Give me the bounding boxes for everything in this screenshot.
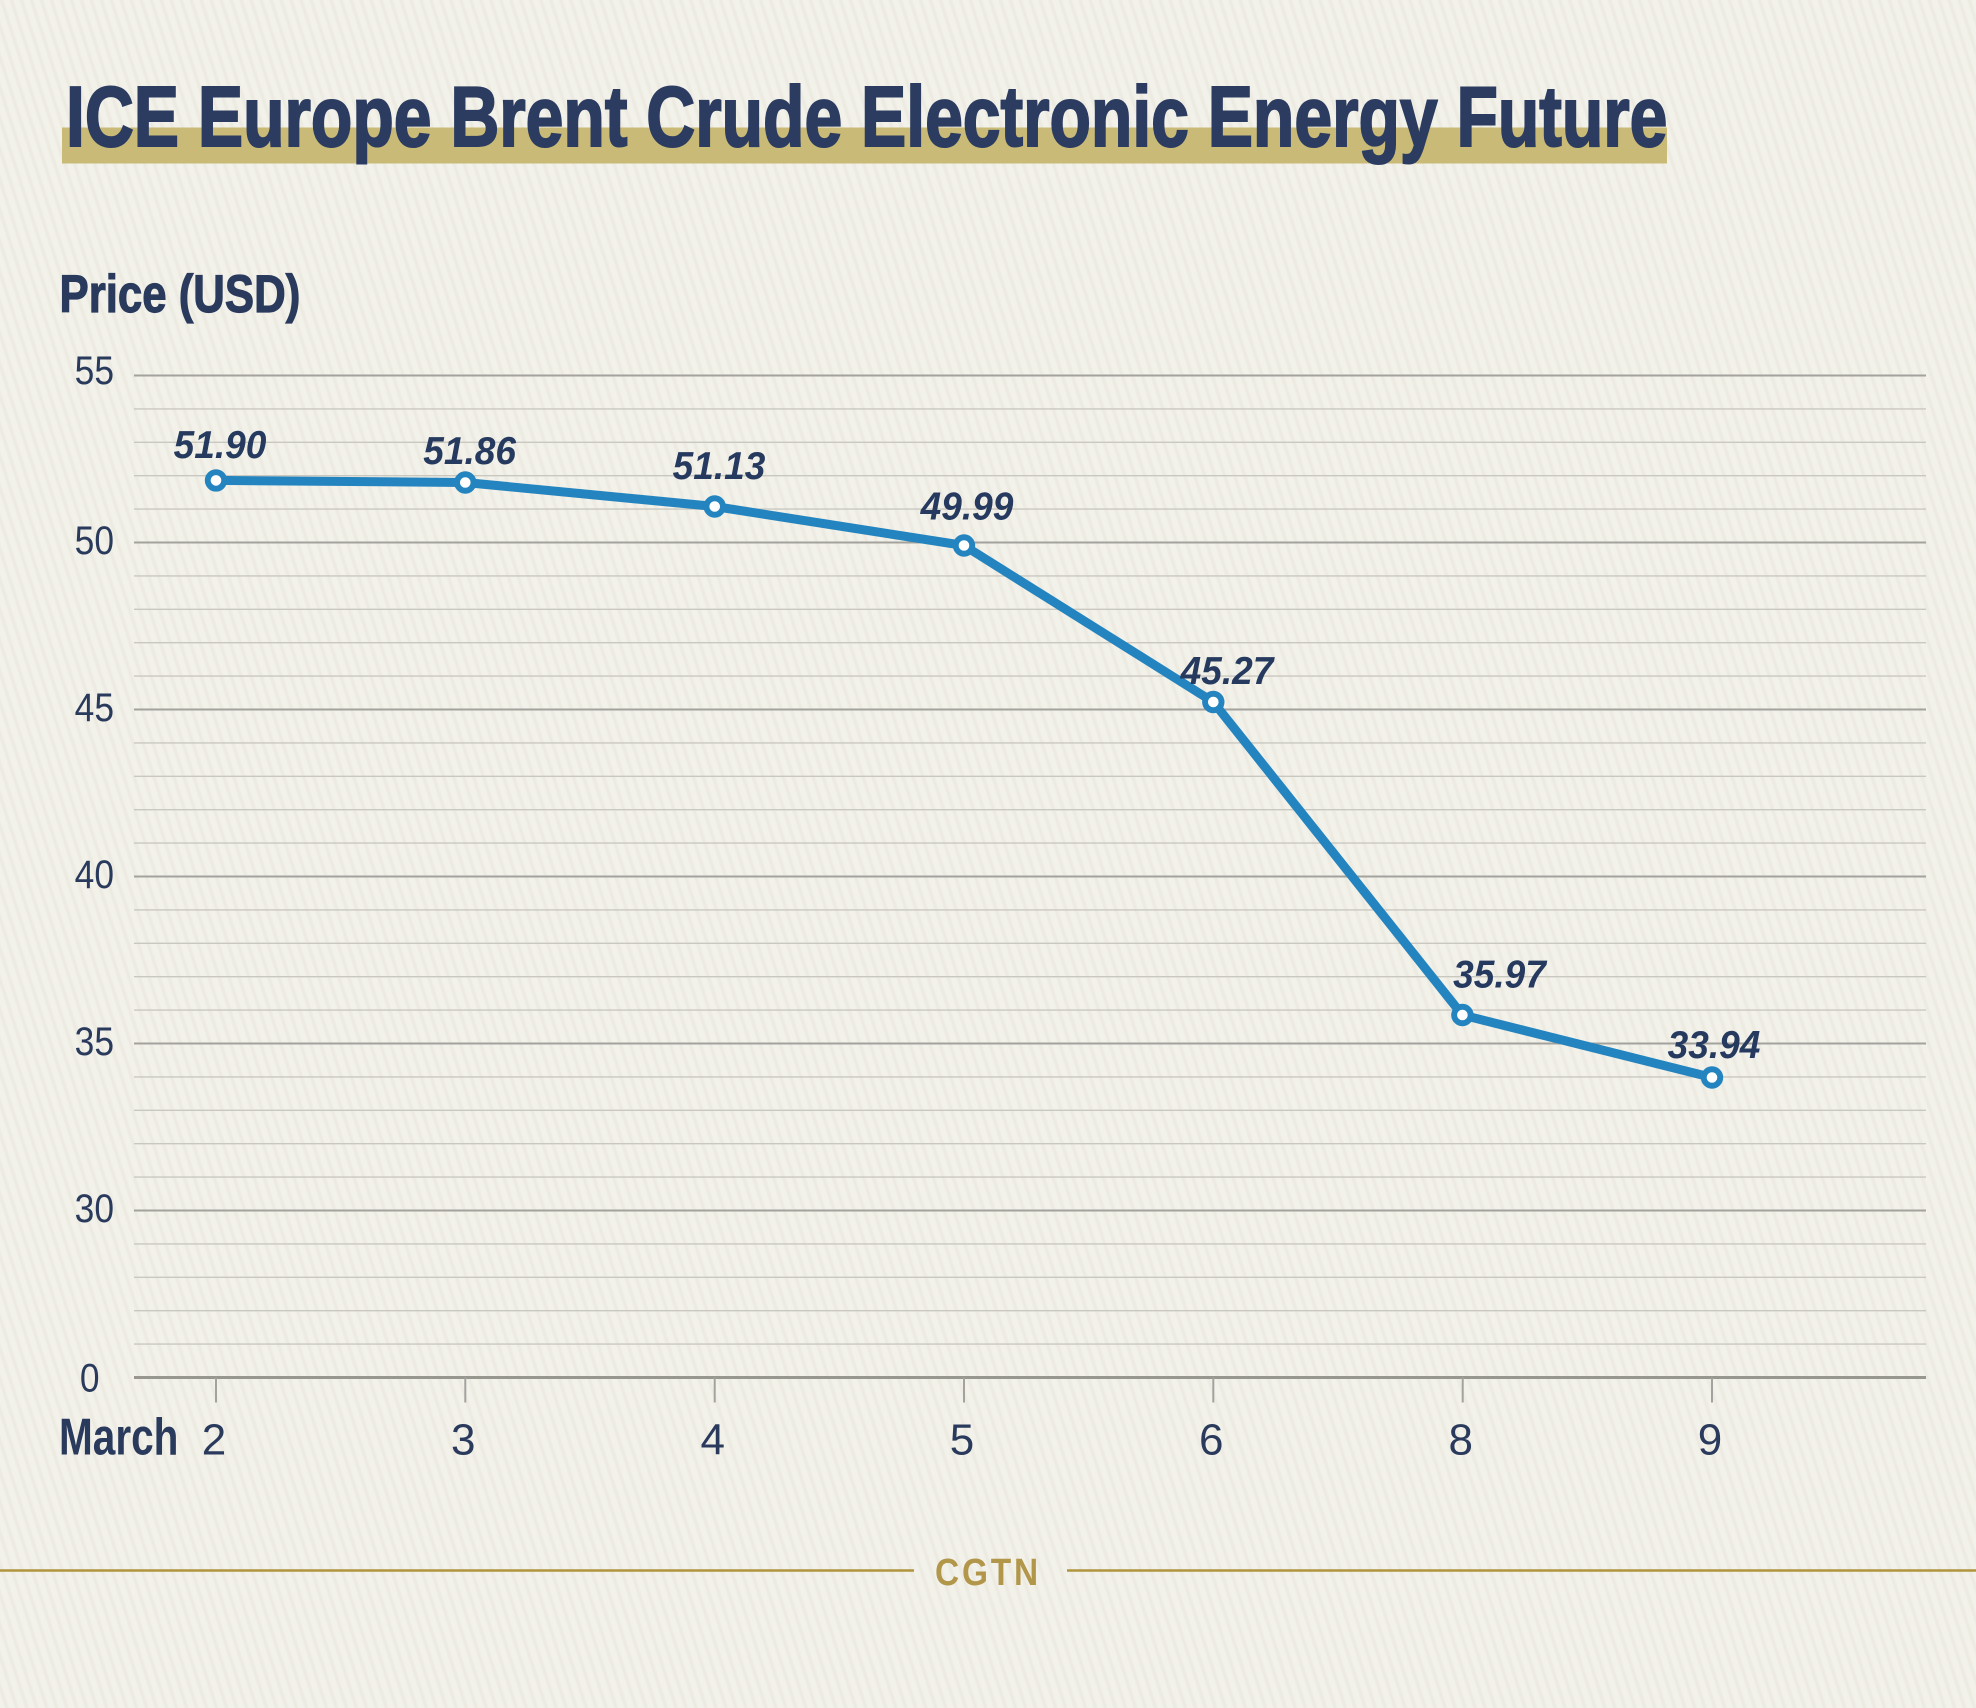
svg-text:2: 2 xyxy=(202,1416,226,1465)
svg-text:Price (USD): Price (USD) xyxy=(60,265,301,324)
svg-text:51.86: 51.86 xyxy=(423,430,516,473)
svg-text:50: 50 xyxy=(75,518,114,563)
svg-text:55: 55 xyxy=(75,348,114,393)
svg-text:51.90: 51.90 xyxy=(174,424,267,467)
svg-text:March: March xyxy=(59,1408,178,1466)
svg-text:40: 40 xyxy=(75,852,114,897)
svg-text:33.94: 33.94 xyxy=(1668,1024,1761,1067)
svg-text:4: 4 xyxy=(700,1416,724,1465)
svg-text:0: 0 xyxy=(80,1355,100,1400)
svg-text:49.99: 49.99 xyxy=(920,486,1014,529)
svg-text:45.27: 45.27 xyxy=(1180,650,1275,693)
svg-text:6: 6 xyxy=(1199,1416,1223,1465)
svg-text:45: 45 xyxy=(75,685,114,730)
svg-text:35: 35 xyxy=(75,1019,114,1064)
svg-text:9: 9 xyxy=(1698,1416,1722,1465)
svg-text:35.97: 35.97 xyxy=(1453,954,1547,997)
svg-text:CGTN: CGTN xyxy=(935,1551,1041,1593)
svg-text:ICE Europe Brent Crude Electro: ICE Europe Brent Crude Electronic Energy… xyxy=(66,70,1667,165)
svg-text:5: 5 xyxy=(950,1416,974,1465)
svg-text:30: 30 xyxy=(75,1186,114,1231)
svg-text:3: 3 xyxy=(451,1416,475,1465)
svg-text:51.13: 51.13 xyxy=(673,445,766,488)
svg-text:8: 8 xyxy=(1448,1416,1472,1465)
